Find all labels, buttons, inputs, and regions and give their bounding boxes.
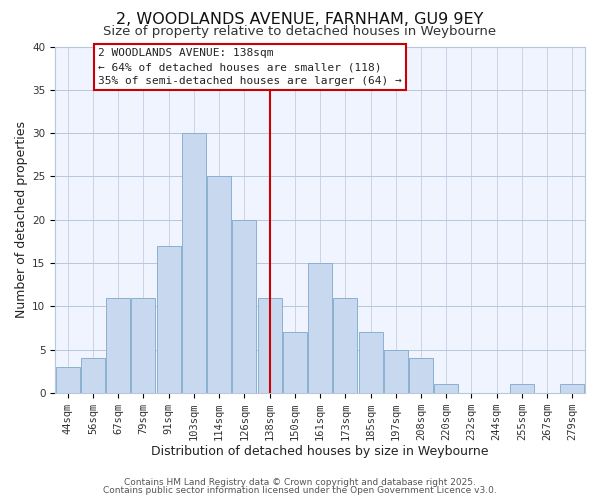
Bar	[334, 298, 357, 393]
Bar	[131, 298, 155, 393]
Bar	[434, 384, 458, 393]
Bar	[384, 350, 408, 393]
Bar	[308, 263, 332, 393]
Bar	[182, 133, 206, 393]
X-axis label: Distribution of detached houses by size in Weybourne: Distribution of detached houses by size …	[151, 444, 489, 458]
Bar	[157, 246, 181, 393]
Bar	[510, 384, 534, 393]
Bar	[257, 298, 281, 393]
Bar	[207, 176, 231, 393]
Y-axis label: Number of detached properties: Number of detached properties	[15, 122, 28, 318]
Bar	[359, 332, 383, 393]
Text: Contains HM Land Registry data © Crown copyright and database right 2025.: Contains HM Land Registry data © Crown c…	[124, 478, 476, 487]
Bar	[56, 367, 80, 393]
Bar	[106, 298, 130, 393]
Bar	[81, 358, 105, 393]
Text: 2, WOODLANDS AVENUE, FARNHAM, GU9 9EY: 2, WOODLANDS AVENUE, FARNHAM, GU9 9EY	[116, 12, 484, 28]
Text: 2 WOODLANDS AVENUE: 138sqm
← 64% of detached houses are smaller (118)
35% of sem: 2 WOODLANDS AVENUE: 138sqm ← 64% of deta…	[98, 48, 402, 86]
Text: Contains public sector information licensed under the Open Government Licence v3: Contains public sector information licen…	[103, 486, 497, 495]
Bar	[409, 358, 433, 393]
Bar	[560, 384, 584, 393]
Bar	[232, 220, 256, 393]
Text: Size of property relative to detached houses in Weybourne: Size of property relative to detached ho…	[103, 25, 497, 38]
Bar	[283, 332, 307, 393]
